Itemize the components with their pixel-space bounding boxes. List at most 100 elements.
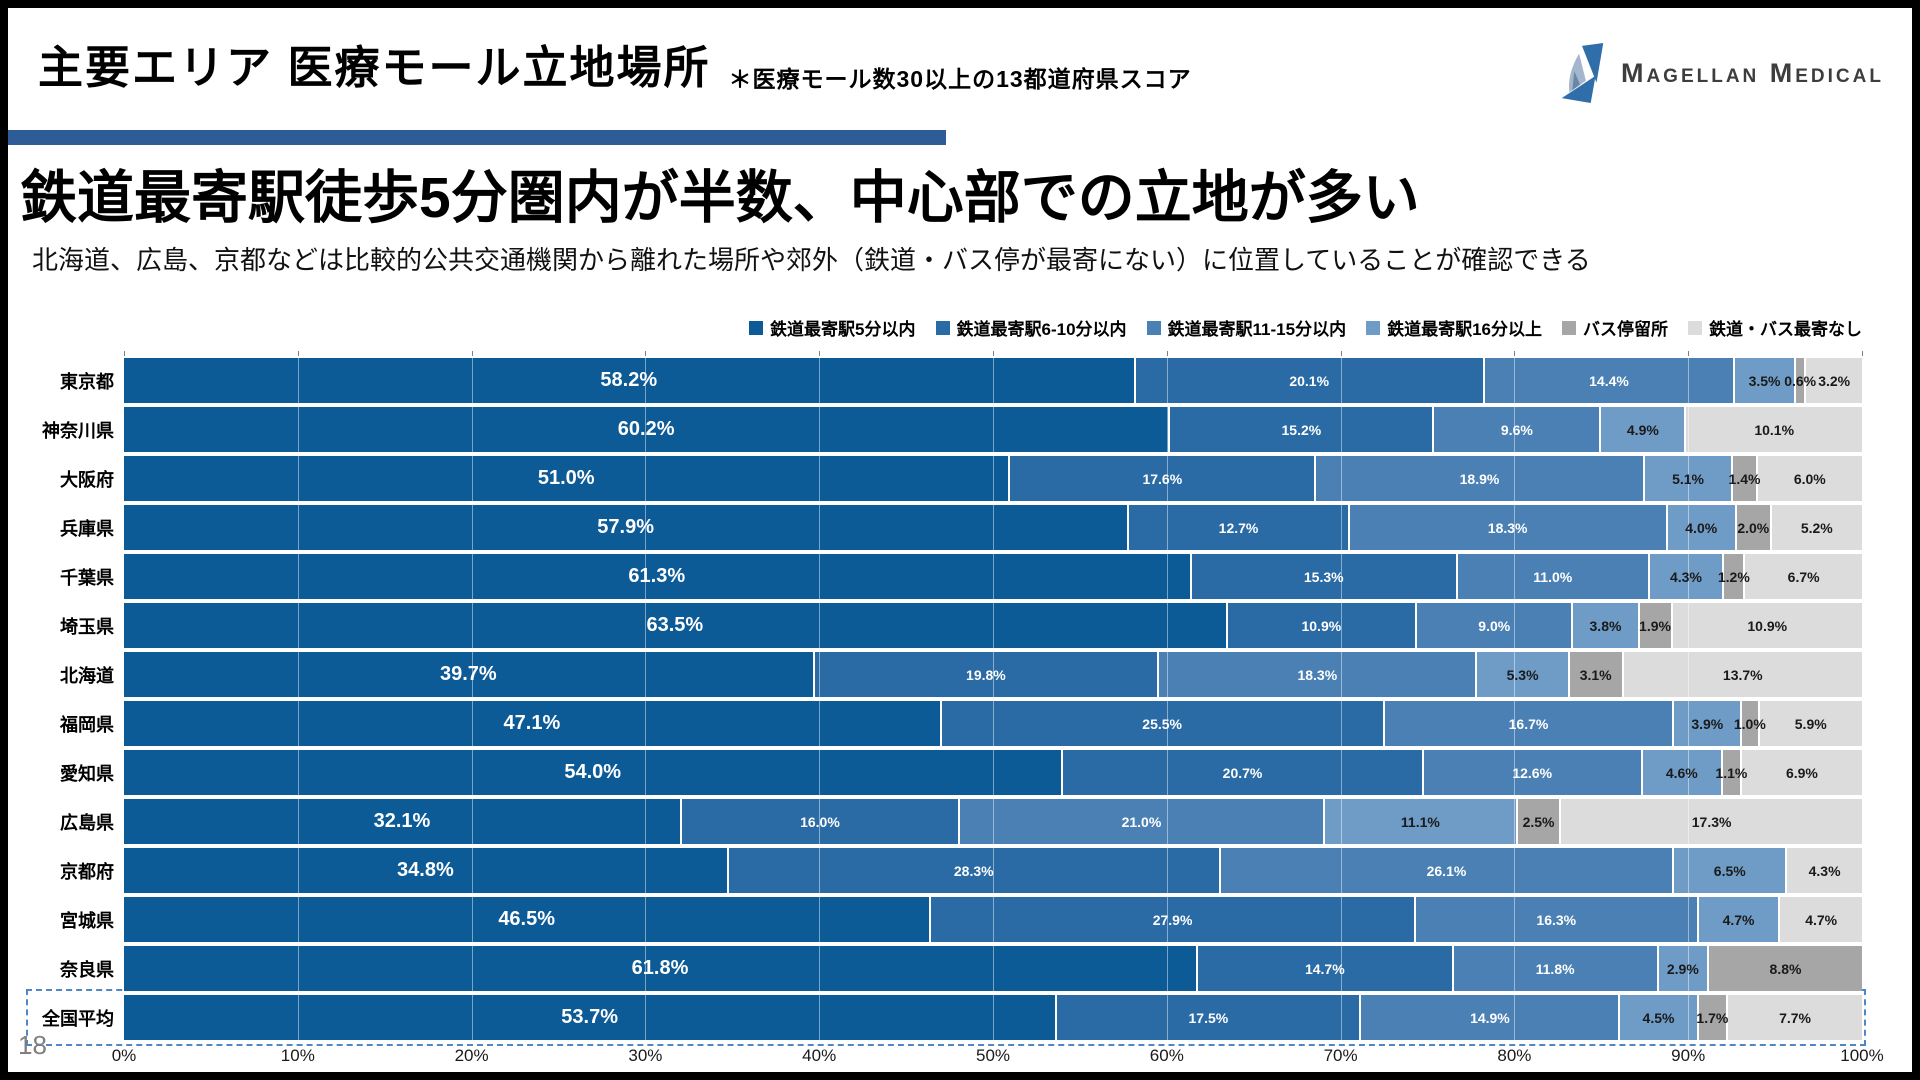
segment-value-label: 61.8%	[631, 957, 689, 979]
legend-swatch	[1146, 320, 1161, 335]
segment-value-label: 12.7%	[1218, 519, 1259, 536]
segment-value-label: 63.5%	[646, 614, 704, 636]
bar-segment: 25.5%	[941, 701, 1385, 746]
bar-track: 32.1% 16.0% 21.0% 11.1% 2.5% 17.3%	[124, 799, 1862, 844]
legend-item: 鉄道最寄駅5分以内	[749, 315, 916, 340]
category-label: 愛知県	[60, 763, 114, 784]
segment-value-label: 6.9%	[1785, 764, 1818, 781]
segment-value-label: 21.0%	[1121, 813, 1162, 830]
bar-segment: 9.0%	[1417, 603, 1574, 648]
segment-value-label: 4.7%	[1722, 911, 1755, 928]
legend-label: バス停留所	[1583, 320, 1668, 339]
bar-segment: 3.8%	[1573, 603, 1640, 648]
bar-segment: 9.6%	[1434, 407, 1602, 452]
segment-value-label: 39.7%	[439, 663, 497, 685]
bar-segment: 2.9%	[1658, 946, 1710, 991]
bar-segment: 0.6%	[1784, 358, 1816, 403]
bar-track: 39.7% 19.8% 18.3% 5.3% 3.1% 13.7%	[124, 652, 1862, 697]
bar-track: 61.8% 14.7% 11.8% 2.9% 8.8%	[124, 946, 1862, 991]
chart-row: 全国平均 53.7% 17.5% 14.9% 4.5% 1.7% 7.7%	[26, 989, 1866, 1046]
segment-value-label: 10.9%	[1301, 617, 1342, 634]
bar-segment: 3.5%	[1735, 358, 1796, 403]
chart-row: 埼玉県 63.5% 10.9% 9.0% 3.8% 1.9% 10.9%	[30, 601, 1862, 650]
bar-segment: 61.8%	[124, 946, 1199, 991]
segment-value-label: 11.0%	[1533, 568, 1573, 585]
category-label: 広島県	[60, 812, 114, 833]
page-title: 主要エリア 医療モール立地場所	[38, 42, 711, 93]
bar-segment: 19.8%	[814, 652, 1160, 697]
segment-value-label: 61.3%	[628, 565, 686, 587]
segment-value-label: 34.8%	[397, 859, 454, 881]
segment-value-label: 18.3%	[1297, 666, 1338, 683]
legend-item: 鉄道・バス最寄なし	[1688, 315, 1862, 340]
segment-value-label: 6.0%	[1793, 470, 1826, 487]
bar-segment: 11.8%	[1453, 946, 1659, 991]
x-tick-label: 20%	[454, 1046, 489, 1065]
legend-swatch	[1562, 320, 1576, 335]
bar-segment: 6.9%	[1741, 750, 1862, 795]
bar-segment: 17.5%	[1057, 995, 1362, 1040]
bar-segment: 16.3%	[1415, 897, 1699, 942]
segment-value-label: 8.8%	[1769, 960, 1802, 977]
bar-track: 53.7% 17.5% 14.9% 4.5% 1.7% 7.7%	[124, 995, 1862, 1040]
page-number: 18	[18, 1030, 47, 1060]
segment-value-label: 51.0%	[537, 467, 595, 489]
category-label: 京都府	[60, 861, 114, 882]
segment-value-label: 26.1%	[1426, 862, 1467, 879]
bar-segment: 51.0%	[124, 456, 1011, 501]
segment-value-label: 4.6%	[1665, 764, 1698, 781]
x-tick-label: 90%	[1671, 1046, 1706, 1065]
segment-value-label: 1.0%	[1733, 715, 1766, 732]
bar-segment: 1.4%	[1729, 456, 1760, 501]
bar-segment: 20.7%	[1063, 750, 1424, 795]
logo-text: Magellan Medical	[1620, 57, 1884, 88]
legend-label: 鉄道最寄駅6-10分以内	[956, 320, 1127, 339]
segment-value-label: 2.5%	[1522, 813, 1555, 830]
bar-segment: 1.2%	[1718, 554, 1750, 599]
bar-segment: 17.3%	[1561, 799, 1862, 844]
bar-segment: 4.7%	[1780, 897, 1862, 942]
bar-segment: 4.9%	[1601, 407, 1687, 452]
segment-value-label: 18.3%	[1487, 519, 1528, 536]
segment-value-label: 17.3%	[1691, 813, 1732, 830]
x-tick-label: 30%	[628, 1046, 663, 1065]
bar-segment: 16.7%	[1384, 701, 1675, 746]
bar-segment: 16.0%	[681, 799, 960, 844]
bar-segment: 3.9%	[1674, 701, 1743, 746]
bar-segment: 34.8%	[124, 848, 729, 893]
segment-value-label: 10.9%	[1747, 617, 1788, 634]
bar-track: 54.0% 20.7% 12.6% 4.6% 1.1% 6.9%	[124, 750, 1862, 795]
bar-track: 51.0% 17.6% 18.9% 5.1% 1.4% 6.0%	[124, 456, 1862, 501]
x-tick-label: 80%	[1497, 1046, 1532, 1065]
bar-segment: 21.0%	[959, 799, 1325, 844]
chart-row: 兵庫県 57.9% 12.7% 18.3% 4.0% 2.0% 5.2%	[30, 503, 1862, 552]
bar-segment: 5.2%	[1771, 505, 1862, 550]
chart-row: 広島県 32.1% 16.0% 21.0% 11.1% 2.5% 17.3%	[30, 797, 1862, 846]
bar-segment: 32.1%	[124, 799, 682, 844]
bar-segment: 7.7%	[1728, 995, 1862, 1040]
segment-value-label: 14.4%	[1589, 372, 1629, 389]
segment-value-label: 46.5%	[498, 908, 556, 930]
segment-value-label: 47.1%	[503, 712, 561, 734]
segment-value-label: 5.9%	[1794, 715, 1827, 732]
segment-value-label: 9.6%	[1500, 421, 1533, 438]
bar-segment: 3.2%	[1806, 358, 1862, 403]
segment-value-label: 17.5%	[1188, 1009, 1229, 1026]
bar-segment: 14.7%	[1198, 946, 1454, 991]
bar-segment: 5.1%	[1644, 456, 1734, 501]
segment-value-label: 3.1%	[1579, 666, 1612, 683]
bar-segment: 15.3%	[1191, 554, 1458, 599]
bar-segment: 12.7%	[1129, 505, 1350, 550]
bar-segment: 6.0%	[1757, 456, 1862, 501]
category-label: 兵庫県	[60, 518, 114, 539]
bar-segment: 13.7%	[1623, 652, 1862, 697]
bar-segment: 11.0%	[1457, 554, 1650, 599]
segment-value-label: 20.1%	[1289, 372, 1330, 389]
segment-value-label: 12.6%	[1512, 764, 1553, 781]
bar-segment: 3.1%	[1569, 652, 1624, 697]
title-block: 主要エリア 医療モール立地場所 ＊医療モール数30以上の13都道府県スコア	[38, 34, 1192, 102]
chart-row: 福岡県 47.1% 25.5% 16.7% 3.9% 1.0% 5.9%	[30, 699, 1862, 748]
segment-value-label: 28.3%	[953, 862, 994, 879]
bar-segment: 6.5%	[1674, 848, 1788, 893]
bar-segment: 46.5%	[124, 897, 932, 942]
